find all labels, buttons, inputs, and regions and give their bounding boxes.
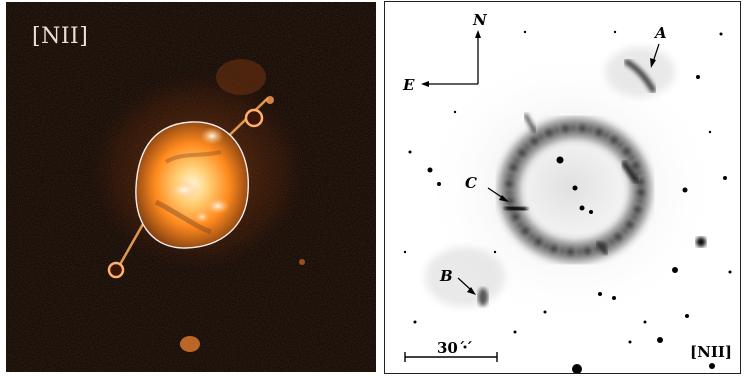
jet-knot-sw [107,261,125,279]
right-image-panel: N E A C B 30´´ [NII] [384,1,741,374]
scale-bar-label: 30´´ [437,339,473,357]
knot-a-feature [624,59,656,93]
knot-b-feature [478,288,488,306]
knot-c-label: C [465,174,477,192]
diffuse-emission [420,47,720,327]
knot-b-label: B [440,267,453,285]
jet-knot-ne [244,108,264,128]
left-image-panel: [NII] [6,2,376,372]
north-label: N [473,11,487,29]
east-label: E [403,76,415,94]
right-nebula-image [385,2,740,373]
left-nebula-image [6,2,376,372]
compass-arrows [421,30,481,87]
right-filter-label: [NII] [690,343,732,361]
left-filter-label: [NII] [32,24,89,49]
knot-pointers [457,43,660,295]
knot-a-label: A [655,24,667,42]
scale-bar [404,352,498,362]
